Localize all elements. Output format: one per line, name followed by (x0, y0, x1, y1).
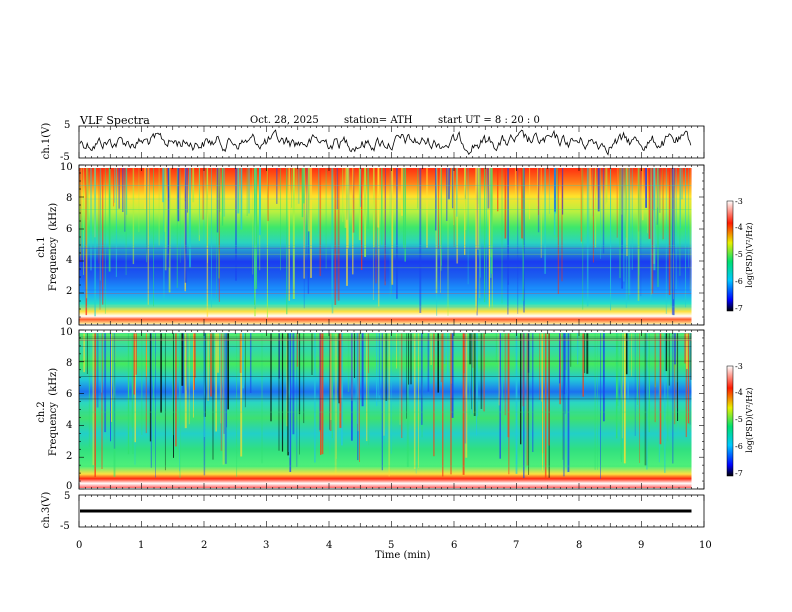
cb2-tick-m3: -3 (735, 362, 743, 371)
ch1-spec-ytick-6: 6 (66, 224, 73, 235)
ch2-spec-ytick-4: 4 (66, 420, 73, 431)
cb1-tick-m4: -4 (735, 223, 743, 232)
ch1-spectrogram-texture (79, 168, 692, 318)
xtick-1: 1 (138, 540, 145, 551)
ch2-spec-ytick-0: 0 (66, 481, 73, 492)
ch1-spec-ytick-4: 4 (66, 255, 73, 266)
xtick-3: 3 (263, 540, 270, 551)
cb2-tick-m6: -6 (735, 442, 743, 451)
ch1-waveform-trace (79, 129, 692, 156)
colorbar-ch1 (726, 200, 734, 312)
station-label: station= ATH (344, 115, 413, 126)
xtick-2: 2 (201, 540, 208, 551)
cb1-tick-m5: -5 (735, 250, 743, 259)
axis-ticks (78, 126, 705, 527)
colorbar-ch2 (726, 365, 734, 477)
xtick-6: 6 (451, 540, 458, 551)
cb2-tick-m4: -4 (735, 388, 743, 397)
xtick-7: 7 (513, 540, 520, 551)
chart-title: VLF Spectra (80, 114, 150, 127)
date-label: Oct. 28, 2025 (250, 115, 319, 126)
ch1-spec-ytick-8: 8 (66, 193, 73, 204)
x-axis-title: Time (min) (375, 550, 431, 561)
xtick-4: 4 (326, 540, 333, 551)
xtick-10: 10 (699, 540, 712, 551)
no-data-region (691, 333, 704, 488)
cb2-tick-m7: -7 (735, 469, 743, 478)
xtick-8: 8 (576, 540, 583, 551)
ch1-spec-ytick-10: 10 (60, 162, 73, 173)
ch2-spec-ytick-6: 6 (66, 389, 73, 400)
xtick-5: 5 (388, 540, 395, 551)
ch1-spec-ytick-0: 0 (66, 317, 73, 328)
ch1-ytick-minus5: -5 (60, 152, 70, 163)
ch2-spec-ytick-2: 2 (66, 451, 73, 462)
cb1-tick-m3: -3 (735, 197, 743, 206)
cb1-tick-m6: -6 (735, 277, 743, 286)
ch1-spec-ytick-2: 2 (66, 286, 73, 297)
cb1-tick-m7: -7 (735, 304, 743, 313)
cb2-tick-m5: -5 (735, 415, 743, 424)
ch1-ytick-5: 5 (64, 120, 71, 131)
ch2-spectrogram-texture (79, 332, 693, 480)
no-data-region (691, 168, 704, 324)
ch3-ytick-5: 5 (64, 491, 71, 502)
start-time-label: start UT = 8 : 20 : 0 (438, 115, 540, 126)
xtick-0: 0 (76, 540, 83, 551)
ch2-spectrogram-base (79, 333, 692, 488)
xtick-9: 9 (638, 540, 645, 551)
ch2-spec-ytick-10: 10 (60, 327, 73, 338)
ch3-ytick-minus5: -5 (60, 521, 70, 532)
ch2-spec-ytick-8: 8 (66, 358, 73, 369)
